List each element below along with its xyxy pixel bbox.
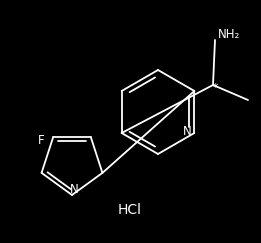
Text: N: N <box>183 124 192 138</box>
Text: *: * <box>212 83 218 93</box>
Text: F: F <box>38 134 45 147</box>
Text: N: N <box>70 182 78 196</box>
Text: NH₂: NH₂ <box>218 28 240 42</box>
Text: HCl: HCl <box>118 203 142 217</box>
